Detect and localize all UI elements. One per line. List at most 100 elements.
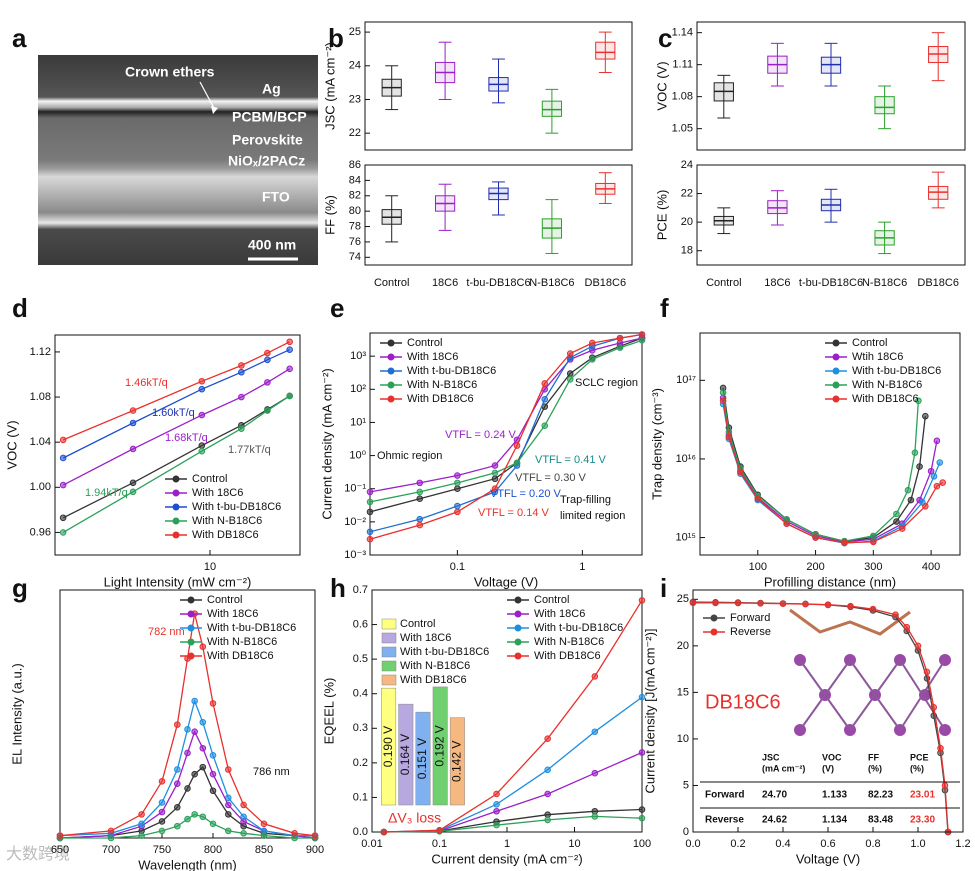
bar (398, 703, 414, 806)
y-tick-label: 10⁻¹ (344, 483, 366, 495)
x-tick-label: 0.6 (820, 838, 835, 850)
y-tick-label: 10¹⁷ (676, 374, 696, 386)
table-cell: 83.48 (868, 815, 893, 826)
point (264, 379, 271, 386)
x-tick-label: 1 (504, 838, 510, 850)
point (138, 832, 145, 839)
legend-marker (187, 652, 195, 660)
legend-label: Control (852, 337, 887, 349)
y-tick-label: 1.12 (30, 346, 51, 358)
y-tick-label: 0.3 (353, 722, 368, 734)
chart: 0.190 V Control 0.164 V With 18C6 0.151 V Wit… (381, 618, 489, 826)
point (936, 459, 944, 466)
y-axis-label: FF (%) (322, 195, 337, 235)
point (491, 469, 499, 477)
point (199, 718, 207, 726)
box (595, 41, 616, 60)
point (923, 668, 931, 676)
point (916, 463, 923, 470)
point (416, 521, 424, 529)
point (491, 485, 499, 493)
point (238, 393, 245, 401)
sem-label: Crown ethers (125, 64, 215, 80)
x-tick-label: 18C6 (432, 277, 458, 289)
point (286, 365, 293, 373)
point (286, 338, 293, 346)
point (191, 728, 198, 736)
y-tick-label: 1.14 (672, 27, 693, 39)
point (638, 749, 646, 756)
series-line (722, 397, 938, 543)
y-tick-label: 15 (677, 686, 689, 698)
panel-label: g (12, 573, 28, 603)
point (198, 447, 206, 455)
x-tick-label: 18C6 (764, 277, 790, 289)
y-tick-label: 25 (677, 593, 689, 605)
x-tick-label: 850 (255, 844, 273, 856)
inset-title: ΔV₃ loss (388, 810, 441, 826)
point (907, 496, 915, 504)
y-tick-label: 24 (349, 60, 361, 72)
table-cell: 82.23 (868, 790, 893, 801)
point (779, 600, 787, 607)
legend-swatch (381, 646, 397, 658)
point (914, 642, 922, 650)
y-tick-label: 84 (349, 174, 361, 186)
annotation: SCLC region (575, 377, 638, 389)
point (366, 498, 374, 506)
y-tick-label: 1.08 (30, 391, 51, 403)
legend-marker (187, 638, 195, 646)
point (734, 599, 742, 607)
point (638, 337, 646, 344)
point (541, 380, 549, 387)
point (240, 829, 247, 837)
point (719, 397, 727, 405)
point (892, 611, 899, 618)
chart: 18 20 22 24 PCE (%) Control 18C6 t-bu-DB18C6N-B… (654, 159, 966, 289)
point (870, 538, 877, 546)
legend-marker (832, 339, 840, 347)
legend-label: With t-bu-DB18C6 (534, 622, 623, 634)
x-tick-label: 800 (204, 844, 222, 856)
y-tick-label: 18 (681, 245, 693, 257)
y-tick-label: 74 (349, 251, 361, 263)
x-tick-label: 1.2 (955, 838, 970, 850)
legend-marker (514, 610, 522, 618)
annotation: 1.46kT/q (125, 377, 168, 389)
point (158, 778, 166, 785)
y-tick-label: 22 (681, 187, 693, 199)
point (158, 799, 166, 806)
point (158, 827, 166, 835)
point (493, 801, 500, 808)
point (454, 502, 461, 510)
legend-marker (172, 503, 180, 511)
point (107, 827, 115, 835)
point (209, 770, 217, 778)
point (491, 462, 499, 469)
x-tick-label: 650 (51, 844, 69, 856)
legend-label: With DB18C6 (400, 674, 467, 686)
point (754, 495, 762, 503)
x-axis-label: Current density (mA cm⁻²) (431, 851, 582, 866)
series-line (722, 400, 944, 544)
legend-label: With N-B18C6 (192, 515, 262, 527)
point (138, 811, 145, 818)
table-header: (%) (910, 763, 924, 773)
x-tick-label: N-B18C6 (862, 277, 907, 289)
sem-label: PCBM/BCP (232, 109, 307, 125)
legend-marker (172, 531, 180, 539)
series-line (59, 613, 316, 837)
point (591, 728, 599, 736)
point (264, 356, 271, 364)
x-tick-label: 750 (153, 844, 171, 856)
y-tick-label: 10¹ (350, 416, 366, 428)
point (158, 808, 166, 816)
point (191, 811, 198, 818)
point (129, 445, 137, 453)
legend-marker (172, 517, 180, 525)
point (366, 508, 374, 516)
point (59, 529, 67, 536)
panel-label: d (12, 293, 28, 323)
table-cell: Reverse (705, 815, 744, 826)
molecule-inset (789, 608, 951, 736)
